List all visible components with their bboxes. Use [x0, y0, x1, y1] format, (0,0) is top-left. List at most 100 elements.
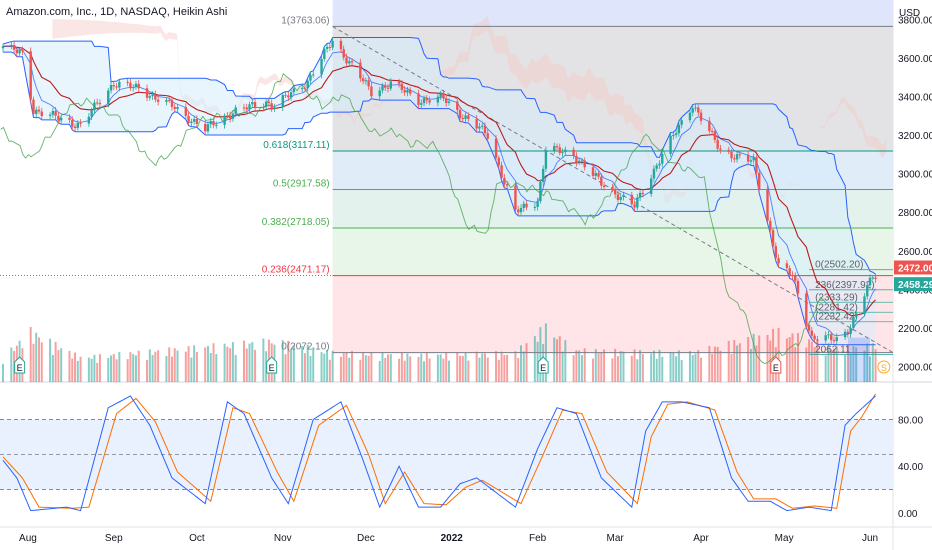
candle[interactable]	[458, 106, 462, 122]
candle[interactable]	[655, 163, 658, 172]
candle[interactable]	[59, 115, 63, 125]
candle[interactable]	[755, 154, 758, 176]
candle[interactable]	[525, 200, 528, 211]
candle[interactable]	[716, 136, 719, 152]
candle[interactable]	[475, 115, 478, 133]
candle[interactable]	[90, 107, 93, 120]
candle[interactable]	[384, 82, 387, 92]
candle[interactable]	[112, 81, 115, 91]
candle[interactable]	[109, 81, 113, 94]
candle[interactable]	[408, 86, 412, 96]
candle[interactable]	[478, 122, 481, 133]
candle[interactable]	[79, 119, 82, 128]
candle[interactable]	[209, 117, 212, 129]
candle[interactable]	[131, 84, 135, 92]
candle[interactable]	[788, 265, 791, 279]
candle[interactable]	[583, 157, 586, 171]
candle[interactable]	[680, 117, 683, 129]
candle[interactable]	[769, 217, 772, 234]
candle[interactable]	[68, 114, 71, 124]
earnings-marker[interactable]: E	[537, 356, 549, 374]
candle[interactable]	[170, 96, 174, 111]
candle[interactable]	[494, 135, 498, 162]
candle[interactable]	[137, 80, 140, 92]
candle[interactable]	[746, 151, 750, 165]
candle[interactable]	[824, 331, 827, 344]
candle[interactable]	[306, 77, 309, 92]
candle[interactable]	[481, 123, 484, 130]
candle[interactable]	[658, 160, 661, 169]
candle[interactable]	[118, 79, 121, 92]
candle[interactable]	[325, 43, 329, 53]
candle[interactable]	[73, 123, 77, 132]
candle[interactable]	[428, 96, 431, 106]
candle[interactable]	[464, 112, 467, 123]
candle[interactable]	[619, 193, 622, 204]
candle[interactable]	[688, 109, 692, 123]
candle[interactable]	[669, 132, 672, 157]
candle[interactable]	[580, 157, 584, 165]
candle[interactable]	[192, 116, 196, 125]
candle[interactable]	[733, 154, 736, 163]
selection-highlight[interactable]	[847, 337, 871, 382]
candle[interactable]	[613, 186, 617, 199]
candle[interactable]	[281, 92, 284, 112]
candle[interactable]	[35, 106, 38, 118]
candle[interactable]	[594, 169, 597, 180]
candle[interactable]	[54, 107, 57, 120]
candle[interactable]	[713, 128, 717, 144]
candle[interactable]	[57, 112, 60, 123]
candle[interactable]	[264, 99, 268, 110]
candle[interactable]	[370, 82, 373, 99]
candle[interactable]	[422, 95, 426, 107]
candle[interactable]	[345, 53, 348, 67]
candle[interactable]	[348, 58, 351, 68]
candle[interactable]	[190, 118, 193, 127]
candle[interactable]	[575, 152, 578, 167]
candle[interactable]	[749, 156, 753, 166]
candle[interactable]	[766, 185, 769, 224]
candle[interactable]	[611, 183, 614, 193]
candle[interactable]	[564, 146, 567, 156]
candle[interactable]	[417, 89, 420, 109]
candle[interactable]	[514, 182, 517, 214]
candle[interactable]	[145, 84, 149, 102]
candle[interactable]	[661, 150, 664, 168]
candle[interactable]	[425, 94, 429, 105]
candle[interactable]	[148, 93, 152, 101]
candle[interactable]	[636, 193, 639, 211]
candle[interactable]	[874, 274, 877, 283]
split-marker[interactable]: S	[877, 360, 891, 374]
candle[interactable]	[15, 46, 19, 57]
candle[interactable]	[289, 89, 293, 101]
candle[interactable]	[245, 103, 248, 112]
candle[interactable]	[400, 80, 404, 94]
candle[interactable]	[350, 58, 354, 66]
candle[interactable]	[827, 331, 830, 339]
candle[interactable]	[29, 47, 32, 103]
candle[interactable]	[677, 120, 681, 137]
candle[interactable]	[1, 43, 5, 53]
candle[interactable]	[758, 169, 761, 194]
candle[interactable]	[863, 293, 866, 317]
candle[interactable]	[320, 55, 323, 79]
candle[interactable]	[522, 200, 525, 212]
candle[interactable]	[558, 143, 561, 156]
candle[interactable]	[727, 146, 730, 155]
candle[interactable]	[215, 121, 218, 129]
candle[interactable]	[719, 144, 722, 154]
candle[interactable]	[633, 200, 636, 212]
candle[interactable]	[381, 83, 384, 94]
candle[interactable]	[323, 46, 326, 62]
candle[interactable]	[708, 116, 711, 134]
candle[interactable]	[638, 190, 642, 202]
candle[interactable]	[852, 313, 855, 331]
candle[interactable]	[98, 99, 102, 108]
candle[interactable]	[253, 98, 257, 111]
candle[interactable]	[461, 114, 465, 122]
candle[interactable]	[206, 121, 210, 134]
candle[interactable]	[154, 90, 157, 103]
candle[interactable]	[339, 38, 343, 54]
candle[interactable]	[115, 83, 118, 91]
